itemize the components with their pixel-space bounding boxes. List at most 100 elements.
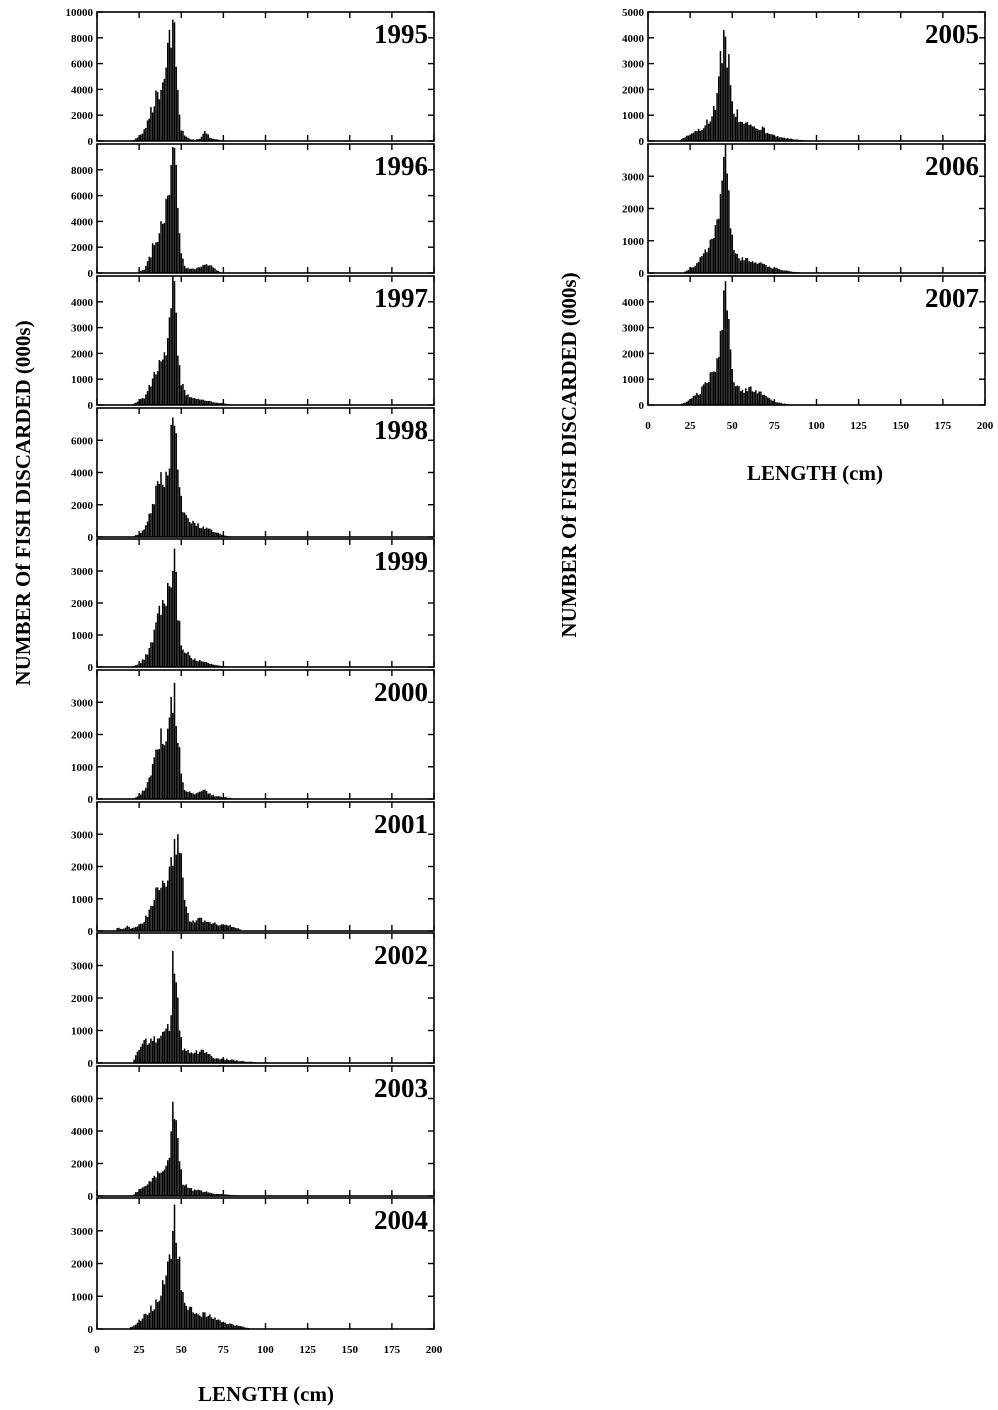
- histogram-bar: [175, 433, 177, 537]
- histogram-bar: [172, 1101, 174, 1196]
- histogram-bar: [229, 924, 231, 931]
- y-tick-label: 1000: [71, 630, 94, 642]
- histogram-bar: [153, 371, 156, 405]
- histogram-bar: [219, 665, 221, 667]
- y-tick-label: 0: [639, 400, 645, 412]
- histogram-bar: [760, 129, 762, 141]
- y-tick-label: 0: [639, 136, 645, 148]
- histogram-bar: [151, 1041, 154, 1063]
- histogram-bar: [150, 513, 152, 537]
- histogram-bar: [170, 165, 172, 273]
- histogram-bar: [155, 374, 157, 405]
- histogram-bar: [204, 662, 206, 667]
- histogram-bar: [173, 22, 176, 141]
- histogram-bar: [199, 527, 201, 537]
- histogram-bar: [188, 397, 191, 405]
- histogram-bar: [765, 395, 767, 405]
- histogram-bar: [135, 797, 137, 799]
- histogram-bar: [200, 266, 203, 273]
- histogram-bar: [225, 797, 228, 799]
- histogram-bar: [175, 1120, 177, 1196]
- histogram-bar: [145, 1038, 147, 1063]
- histogram-bar: [197, 523, 199, 537]
- y-tick-label: 4000: [71, 84, 94, 96]
- histogram-bar: [150, 1305, 152, 1329]
- histogram-bar: [165, 355, 167, 405]
- histogram-bar: [151, 112, 154, 141]
- histogram-bar: [763, 394, 766, 405]
- histogram-bar: [158, 233, 161, 273]
- histogram-bar: [723, 30, 725, 142]
- histogram-bar: [207, 528, 209, 537]
- histogram-bar: [180, 645, 183, 667]
- histogram-bar: [160, 1172, 162, 1196]
- histogram-bar: [219, 1194, 221, 1196]
- histogram-bar: [204, 1312, 206, 1329]
- histogram-bar: [133, 1059, 135, 1063]
- x-tick-label: 175: [384, 1344, 401, 1356]
- panel-2007: 0 1000 2000 3000 4000 2007 0 25 50 75 100 125 150 175…: [622, 275, 994, 432]
- histogram-bar: [731, 234, 734, 273]
- histogram-bar: [188, 1188, 191, 1196]
- histogram-bar: [701, 386, 703, 405]
- histogram-bar: [195, 1312, 198, 1329]
- histogram-bar: [697, 261, 700, 273]
- histogram-bar: [161, 1031, 164, 1063]
- histogram-bar: [170, 857, 172, 931]
- histogram-bar: [750, 124, 752, 141]
- histogram-bar: [135, 927, 137, 931]
- histogram-bar: [151, 906, 154, 931]
- histogram-bar: [209, 793, 211, 799]
- histogram-bar: [183, 512, 186, 537]
- histogram-bar: [750, 386, 752, 405]
- histogram-bar: [210, 265, 213, 273]
- histogram-bar: [167, 195, 169, 273]
- histogram-bar: [699, 257, 701, 273]
- histogram-bar: [207, 134, 209, 141]
- histogram-bar: [718, 218, 720, 273]
- histogram-bar: [724, 36, 727, 141]
- histogram-bar: [170, 308, 172, 405]
- histogram-bar: [136, 664, 139, 667]
- histogram-bar: [225, 1323, 228, 1329]
- histogram-bar: [161, 484, 164, 537]
- histogram-bar: [788, 404, 791, 405]
- histogram-bar: [771, 134, 774, 141]
- histogram-bar: [215, 532, 218, 537]
- histogram-bar: [163, 883, 166, 931]
- histogram-bar: [696, 392, 698, 405]
- histogram-bar: [241, 1326, 243, 1329]
- histogram-bar: [161, 82, 164, 141]
- histogram-bar: [187, 137, 189, 141]
- histogram-bar: [165, 605, 167, 667]
- panel-1997: 0 1000 2000 3000 4000 1997: [71, 275, 435, 412]
- histogram-bar: [151, 378, 154, 405]
- histogram-bar: [146, 261, 149, 273]
- histogram-bar: [249, 1061, 252, 1063]
- panel-2005: 0 1000 2000 3000 4000 5000 2005: [622, 7, 986, 148]
- histogram-bar: [207, 1192, 209, 1196]
- histogram-bar: [704, 249, 707, 273]
- histogram-bar: [229, 536, 231, 537]
- histogram-bar: [133, 139, 135, 141]
- histogram-bar: [202, 1049, 204, 1063]
- histogram-bar: [241, 1060, 243, 1063]
- histogram-bar: [783, 137, 786, 141]
- histogram-bar: [770, 134, 772, 141]
- histogram-bar: [686, 135, 688, 141]
- histogram-bar: [141, 1318, 144, 1329]
- histogram-bar: [680, 138, 683, 141]
- histogram-bar: [199, 917, 201, 931]
- histogram-bar: [204, 1052, 206, 1063]
- histogram-bar: [224, 403, 226, 405]
- histogram-bar: [761, 394, 764, 405]
- histogram-bar: [146, 1315, 149, 1329]
- y-tick-label: 4000: [71, 216, 94, 228]
- histogram-bar: [706, 252, 708, 273]
- histogram-bar: [165, 471, 167, 537]
- histogram-bar: [141, 1187, 144, 1196]
- y-tick-label: 10000: [66, 7, 94, 19]
- histogram-bar: [704, 382, 707, 405]
- histogram-bar: [165, 198, 167, 273]
- histogram-bar: [131, 927, 134, 931]
